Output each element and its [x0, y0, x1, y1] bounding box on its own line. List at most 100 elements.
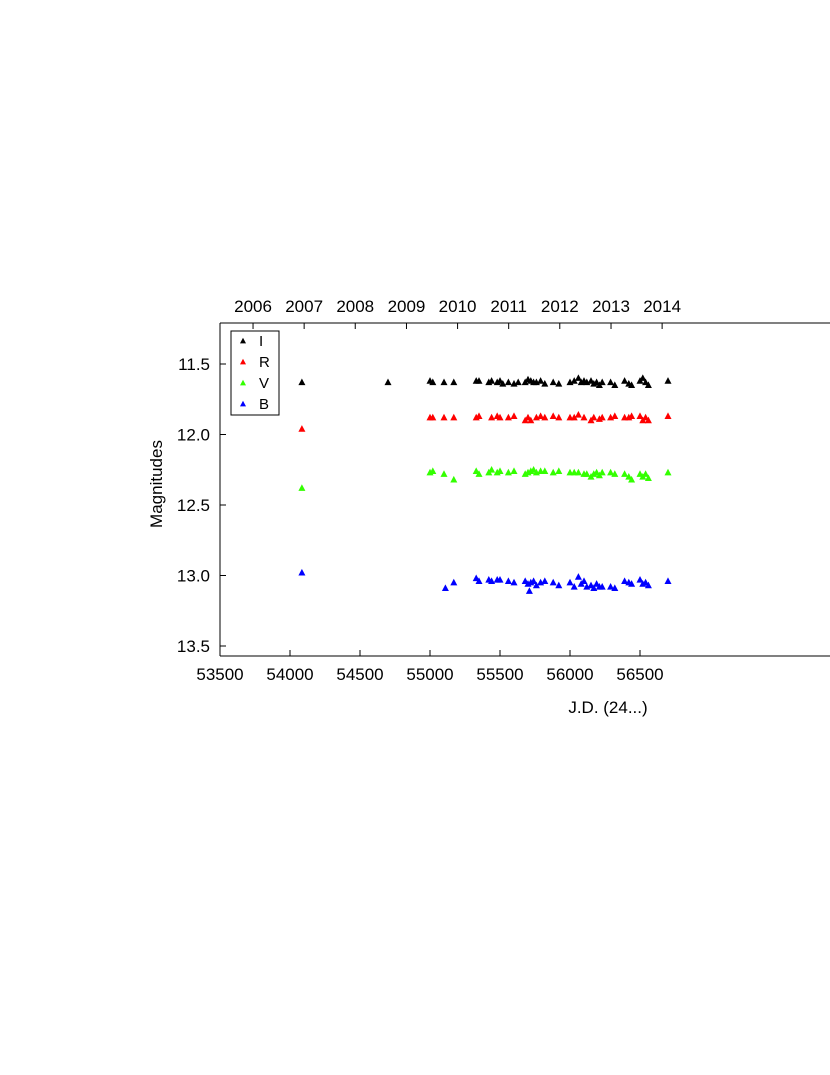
data-point-R	[574, 410, 582, 418]
data-point-I	[574, 374, 582, 381]
series-V	[298, 465, 672, 491]
data-point-I	[514, 378, 522, 386]
data-point-R	[549, 412, 557, 420]
legend-label-B: B	[259, 396, 269, 413]
top-year-label: 2006	[234, 297, 272, 316]
data-point-B	[488, 577, 496, 584]
data-point-V	[429, 467, 437, 474]
data-point-B	[636, 575, 644, 583]
data-point-B	[555, 581, 563, 589]
data-point-V	[298, 484, 306, 491]
data-point-B	[532, 581, 540, 589]
data-point-B	[510, 578, 518, 586]
top-year-label: 2013	[592, 297, 630, 316]
data-point-I	[664, 377, 672, 384]
data-point-R	[570, 413, 578, 421]
x-tick-label: 55000	[406, 665, 453, 684]
data-point-V	[488, 465, 496, 473]
data-point-V	[475, 470, 483, 477]
legend-label-V: V	[259, 375, 269, 392]
data-point-I	[570, 377, 578, 384]
plot-area	[298, 374, 672, 594]
legend-box	[230, 330, 280, 416]
data-point-V	[598, 468, 606, 476]
axes: 53500 54000 54500 55000 55500 56000 56500 11.5 1…	[177, 297, 830, 684]
data-point-R	[598, 413, 606, 421]
data-point-V	[504, 468, 512, 476]
data-point-B	[590, 584, 598, 592]
data-point-R	[636, 412, 644, 420]
x-tick-label: 54000	[266, 665, 313, 684]
data-point-I	[499, 379, 507, 387]
data-point-R	[440, 413, 448, 421]
data-point-V	[644, 474, 652, 482]
data-point-R	[537, 412, 545, 420]
y-tick-label: 11.5	[178, 355, 210, 374]
data-point-B	[611, 584, 619, 592]
legend-marker-V	[240, 379, 246, 386]
x-tick-label: 55500	[476, 665, 523, 684]
y-axis-title: Magnitudes	[147, 440, 166, 528]
data-point-B	[504, 577, 512, 584]
data-point-B	[450, 578, 458, 586]
data-point-B	[549, 578, 557, 586]
x-tick-label: 56500	[616, 665, 663, 684]
data-point-R	[429, 413, 437, 421]
data-point-R	[580, 413, 588, 421]
data-point-B	[628, 580, 636, 587]
data-point-R	[496, 413, 504, 421]
x-axis-title: J.D. (24...)	[568, 698, 647, 717]
legend-label-I: I	[259, 333, 263, 350]
data-point-I	[598, 378, 606, 386]
data-point-V	[450, 475, 458, 483]
data-point-B	[298, 568, 306, 576]
data-point-V	[664, 468, 672, 476]
data-point-R	[450, 413, 458, 421]
data-point-B	[644, 581, 652, 589]
y-tick-label: 13.0	[177, 567, 210, 586]
data-point-V	[555, 467, 563, 474]
x-tick-label: 53500	[196, 665, 243, 684]
data-point-R	[555, 413, 563, 421]
x-tick-label: 56000	[546, 665, 593, 684]
data-point-V	[496, 467, 504, 474]
data-point-I	[298, 378, 306, 386]
data-point-I	[504, 378, 512, 386]
top-year-label: 2009	[388, 297, 426, 316]
y-tick-label: 12.5	[177, 496, 210, 515]
data-point-R	[590, 413, 598, 421]
data-point-V	[574, 468, 582, 476]
data-point-V	[607, 468, 615, 476]
data-point-B	[598, 583, 606, 590]
data-point-B	[441, 584, 449, 592]
data-point-R	[298, 425, 306, 432]
data-point-R	[475, 412, 483, 420]
legend-marker-B	[240, 400, 246, 407]
data-point-B	[607, 583, 615, 590]
data-point-I	[607, 378, 615, 386]
data-point-I	[541, 379, 549, 387]
data-point-V	[642, 470, 650, 477]
data-point-R	[488, 413, 496, 421]
data-point-R	[628, 412, 636, 420]
data-point-B	[574, 573, 582, 580]
data-point-I	[555, 379, 563, 387]
data-point-B	[496, 575, 504, 583]
data-point-B	[580, 577, 588, 584]
top-year-label: 2010	[439, 297, 477, 316]
legend-marker-I	[240, 337, 246, 344]
data-point-V	[628, 475, 636, 483]
data-point-R	[541, 413, 549, 421]
data-point-I	[440, 378, 448, 386]
data-point-V	[510, 467, 518, 474]
data-point-I	[450, 378, 458, 386]
data-point-B	[475, 577, 483, 584]
top-year-label: 2014	[643, 297, 681, 316]
data-point-V	[440, 470, 448, 477]
data-point-V	[621, 470, 629, 477]
top-year-label: 2007	[285, 297, 323, 316]
data-point-R	[510, 412, 518, 420]
top-year-label: 2008	[336, 297, 374, 316]
data-point-B	[664, 577, 672, 584]
